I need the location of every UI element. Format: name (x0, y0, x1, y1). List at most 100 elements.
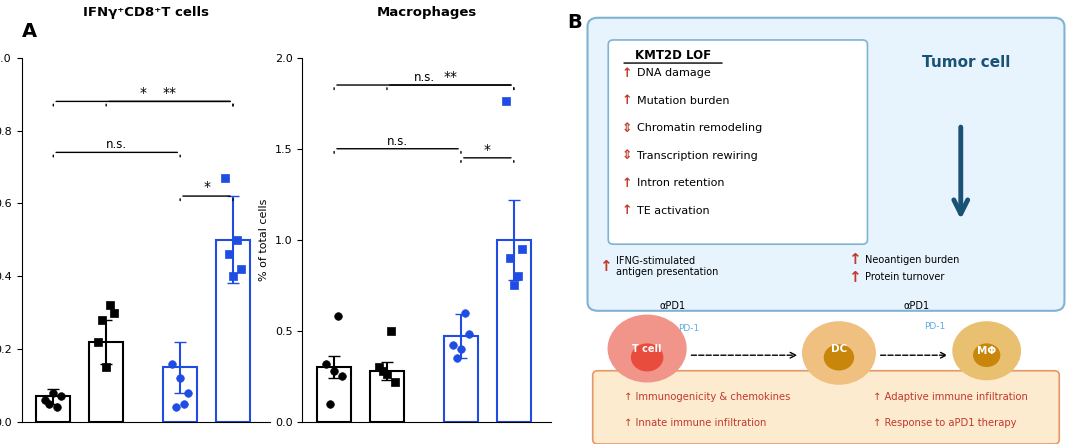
Circle shape (974, 344, 1000, 366)
Text: Chromatin remodeling: Chromatin remodeling (637, 123, 762, 133)
Text: DC: DC (831, 344, 847, 353)
Point (97, 364, 114, 371)
Text: *: * (139, 86, 147, 99)
Point (444, 342, 461, 349)
Point (453, 345, 470, 353)
Point (37, 396, 54, 404)
FancyBboxPatch shape (588, 18, 1065, 311)
Text: *: * (484, 143, 491, 157)
Point (179, 389, 197, 396)
Point (460, 331, 477, 338)
Bar (163, 367, 198, 422)
Bar (36, 396, 70, 422)
Text: ↑: ↑ (621, 177, 632, 190)
Point (175, 400, 192, 407)
Text: ↑ Immunogenicity & chemokines: ↑ Immunogenicity & chemokines (624, 392, 791, 402)
Text: PD-1: PD-1 (924, 322, 945, 332)
Point (172, 375, 189, 382)
Point (329, 313, 347, 320)
Text: ⇕: ⇕ (621, 122, 632, 135)
Text: n.s.: n.s. (414, 71, 434, 84)
Point (318, 360, 335, 367)
Text: ↑ Innate immune infiltration: ↑ Innate immune infiltration (624, 418, 766, 428)
Text: Transcription rewiring: Transcription rewiring (637, 151, 757, 161)
Point (382, 327, 400, 334)
Bar (216, 240, 251, 422)
Text: **: ** (444, 70, 458, 84)
Text: DNA damage: DNA damage (637, 68, 711, 78)
Text: ↑ Adaptive immune infiltration: ↑ Adaptive immune infiltration (873, 392, 1027, 402)
Point (163, 360, 180, 367)
Title: IFNγ⁺CD8⁺T cells: IFNγ⁺CD8⁺T cells (83, 6, 208, 19)
Point (456, 309, 473, 316)
Text: αPD1: αPD1 (904, 301, 930, 311)
Y-axis label: % of total cells: % of total cells (259, 198, 269, 281)
Bar (369, 371, 404, 422)
Text: Neoantigen burden: Neoantigen burden (865, 255, 959, 265)
Point (41, 400, 58, 407)
Point (220, 251, 238, 258)
Point (509, 273, 526, 280)
Point (216, 174, 233, 182)
FancyBboxPatch shape (593, 371, 1059, 444)
Text: n.s.: n.s. (106, 138, 127, 151)
Text: Tumor cell: Tumor cell (921, 55, 1010, 70)
Bar (444, 336, 478, 422)
Circle shape (953, 322, 1021, 380)
Title: Macrophages: Macrophages (377, 6, 476, 19)
Point (505, 282, 523, 289)
Point (387, 378, 404, 385)
Text: ↑: ↑ (599, 259, 612, 274)
Point (225, 273, 242, 280)
Circle shape (824, 345, 853, 370)
Text: ⇕: ⇕ (621, 149, 632, 163)
Text: *: * (203, 180, 211, 194)
Point (375, 367, 392, 374)
Text: **: ** (163, 86, 177, 99)
Text: Intron retention: Intron retention (637, 178, 725, 188)
Text: A: A (22, 22, 37, 41)
Text: ↑: ↑ (848, 252, 861, 267)
Point (90, 338, 107, 345)
Text: αPD1: αPD1 (660, 301, 686, 311)
Point (322, 400, 339, 407)
Point (325, 367, 342, 374)
Point (334, 373, 351, 380)
Bar (89, 342, 123, 422)
Point (370, 364, 388, 371)
Text: T cell: T cell (633, 344, 662, 353)
Point (49, 404, 66, 411)
Text: ↑: ↑ (848, 270, 861, 285)
Text: PD-1: PD-1 (678, 324, 699, 333)
Text: ↑: ↑ (621, 94, 632, 107)
Text: IFNG-stimulated
antigen presentation: IFNG-stimulated antigen presentation (616, 256, 718, 277)
Text: ↑: ↑ (621, 67, 632, 80)
Point (94, 316, 111, 323)
Text: MΦ: MΦ (977, 346, 996, 356)
Point (501, 254, 518, 262)
Point (513, 245, 530, 252)
Point (44, 389, 62, 396)
Point (378, 371, 395, 378)
Point (497, 98, 514, 105)
Text: ↑ Response to aPD1 therapy: ↑ Response to aPD1 therapy (873, 418, 1016, 428)
Circle shape (608, 315, 686, 382)
Text: Mutation burden: Mutation burden (637, 96, 729, 106)
Bar (316, 367, 351, 422)
Circle shape (632, 344, 663, 371)
Circle shape (802, 322, 875, 384)
Text: n.s.: n.s. (387, 135, 408, 148)
Point (102, 302, 119, 309)
Point (106, 309, 123, 316)
Text: ↑: ↑ (621, 204, 632, 218)
Point (228, 236, 245, 243)
Text: B: B (567, 13, 581, 32)
Point (232, 266, 249, 273)
Bar (497, 240, 531, 422)
Point (167, 404, 185, 411)
FancyBboxPatch shape (608, 40, 867, 244)
Text: Protein turnover: Protein turnover (865, 273, 944, 282)
Text: TE activation: TE activation (637, 206, 710, 216)
Point (53, 393, 70, 400)
Text: KMT2D LOF: KMT2D LOF (635, 49, 711, 62)
